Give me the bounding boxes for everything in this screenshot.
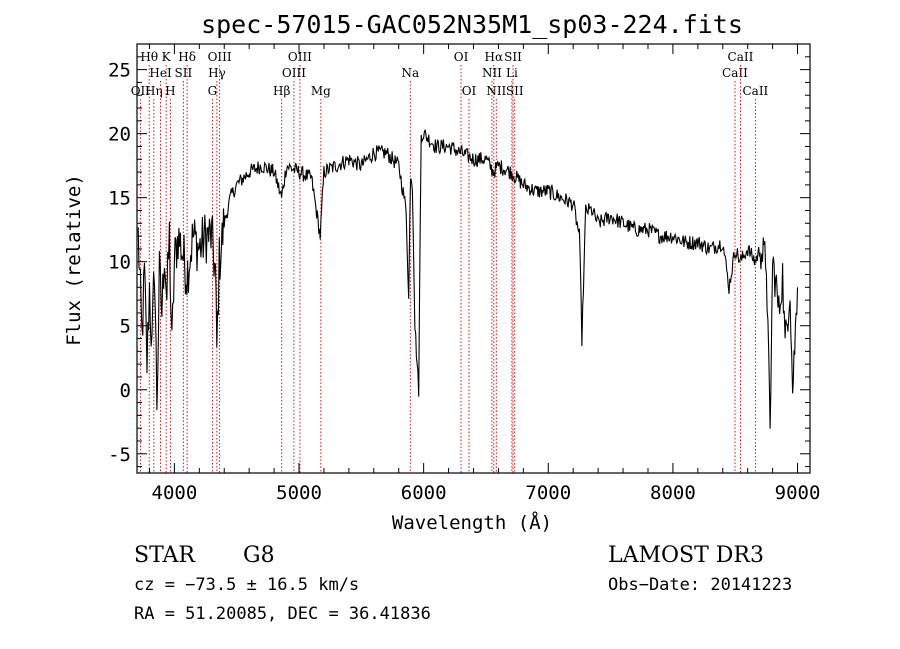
obs-date: Obs−Date: 20141223 [608, 575, 792, 595]
line-label-24: CaII [722, 66, 748, 80]
x-tick-label-1: 5000 [276, 482, 322, 504]
redshift-text: cz = −73.5 ± 16.5 km/s [134, 575, 359, 595]
line-label-3: HeI [149, 66, 172, 80]
y-axis-label: Flux (relative) [63, 174, 85, 346]
line-label-6: SII [175, 66, 193, 80]
line-label-13: OIII [288, 50, 312, 64]
line-label-8: G [208, 84, 218, 98]
axis-ticks: 4000 5000 6000 7000 8000 9000 -5 0 5 10 15 20 25 [108, 44, 820, 504]
x-tick-label-0: 4000 [152, 482, 198, 504]
y-tick-label-1: 0 [120, 380, 131, 402]
line-label-10: OIII [208, 50, 232, 64]
x-tick-label-4: 8000 [650, 482, 696, 504]
line-label-12: OIII [282, 66, 306, 80]
line-label-20: NII [486, 84, 506, 98]
x-tick-label-3: 7000 [525, 482, 571, 504]
line-label-22: Li [506, 66, 518, 80]
survey-name: LAMOST DR3 [608, 543, 764, 568]
line-label-0: OII [131, 84, 151, 98]
line-label-19: Hα [485, 50, 504, 64]
line-label-17: OI [462, 84, 477, 98]
line-markers: OIIHθHηHeIKHSIIHδGHγOIIIHβOIIIOIIIMgNaOI… [131, 50, 769, 473]
line-label-16: OI [454, 50, 469, 64]
line-label-7: Hδ [178, 50, 196, 64]
line-label-4: K [162, 50, 172, 64]
x-tick-label-5: 9000 [775, 482, 821, 504]
line-label-18: NII [482, 66, 502, 80]
plot-frame [136, 43, 811, 474]
line-label-2: Hη [145, 84, 163, 98]
line-label-14: Mg [311, 84, 331, 98]
line-label-5: H [165, 84, 175, 98]
line-label-21: SII [504, 50, 522, 64]
object-subclass: G8 [243, 543, 275, 568]
y-tick-label-4: 15 [108, 188, 131, 210]
object-class: STAR [134, 543, 196, 568]
x-axis-label: Wavelength (Å) [392, 511, 552, 534]
y-tick-label-5: 20 [108, 124, 131, 146]
line-label-25: CaII [728, 50, 754, 64]
line-label-9: Hγ [208, 66, 226, 80]
x-tick-label-2: 6000 [401, 482, 447, 504]
chart-title: spec-57015-GAC052N35M1_sp03-224.fits [201, 10, 743, 39]
spectrum-line [137, 128, 799, 429]
line-label-1: Hθ [140, 50, 158, 64]
line-label-15: Na [401, 66, 419, 80]
y-tick-label-3: 10 [108, 252, 131, 274]
line-label-23: SII [506, 84, 524, 98]
line-label-26: CaII [742, 84, 768, 98]
coordinates: RA = 51.20085, DEC = 36.41836 [134, 604, 431, 624]
y-tick-label-2: 5 [120, 316, 131, 338]
y-tick-label-6: 25 [108, 60, 131, 82]
line-label-11: Hβ [273, 84, 290, 98]
y-tick-label-0: -5 [108, 444, 131, 466]
